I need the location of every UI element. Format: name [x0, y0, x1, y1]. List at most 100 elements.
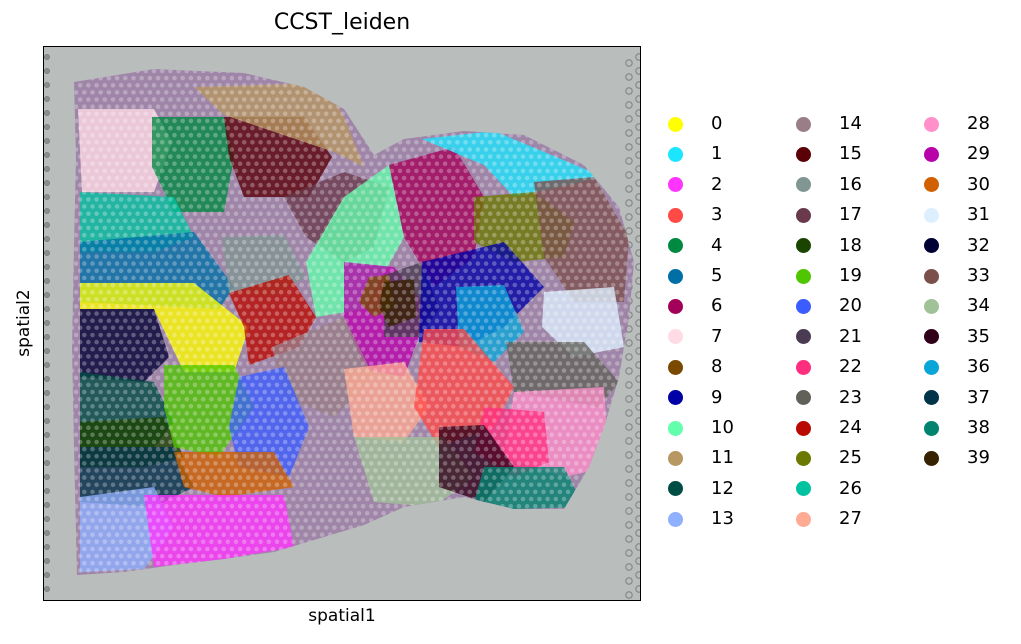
legend-item-7: 7 [668, 325, 722, 349]
cluster-region-39 [379, 279, 416, 327]
legend-label-13: 13 [711, 508, 734, 530]
legend-item-17: 17 [796, 203, 862, 227]
legend-item-15: 15 [796, 142, 862, 166]
legend-marker-21 [796, 329, 811, 345]
legend-item-1: 1 [668, 142, 722, 166]
legend-label-18: 18 [839, 234, 862, 256]
cluster-region-33 [534, 177, 629, 302]
cluster-region-32 [80, 309, 169, 382]
legend-marker-29 [924, 146, 939, 162]
legend-item-3: 3 [668, 203, 722, 227]
cluster-region-6 [389, 147, 484, 287]
legend-label-2: 2 [711, 173, 723, 195]
legend-item-0: 0 [668, 112, 722, 136]
legend-item-5: 5 [668, 264, 722, 288]
legend-item-10: 10 [668, 416, 734, 440]
legend-marker-13 [668, 511, 683, 527]
legend-marker-37 [924, 390, 939, 406]
legend-item-38: 38 [924, 416, 990, 440]
legend-item-23: 23 [796, 386, 862, 410]
legend-label-9: 9 [711, 386, 723, 408]
legend-marker-17 [796, 207, 811, 223]
legend-label-19: 19 [839, 265, 862, 286]
legend-marker-34 [924, 298, 939, 314]
legend-marker-22 [796, 359, 811, 375]
legend-item-37: 37 [924, 386, 990, 410]
legend-item-12: 12 [668, 477, 734, 501]
legend-label-12: 12 [711, 477, 734, 499]
cluster-region-27 [344, 362, 429, 442]
legend-item-2: 2 [668, 173, 722, 197]
legend-label-27: 27 [839, 508, 862, 530]
legend-label-30: 30 [967, 173, 990, 195]
legend-item-8: 8 [668, 355, 722, 379]
legend-label-1: 1 [711, 143, 723, 165]
cluster-region-4 [152, 117, 234, 212]
legend-item-28: 28 [924, 112, 990, 136]
legend-label-29: 29 [967, 143, 990, 165]
legend-item-33: 33 [924, 264, 990, 288]
legend-label-33: 33 [967, 265, 990, 286]
legend-marker-36 [924, 359, 939, 375]
legend-item-24: 24 [796, 416, 862, 440]
legend-marker-16 [796, 177, 811, 193]
legend-item-25: 25 [796, 446, 862, 470]
legend-marker-1 [668, 146, 683, 162]
legend-label-25: 25 [839, 447, 862, 469]
legend-label-23: 23 [839, 386, 862, 408]
legend-label-20: 20 [839, 295, 862, 317]
legend-item-13: 13 [668, 507, 734, 531]
legend-marker-28 [924, 116, 939, 132]
legend-marker-12 [668, 481, 683, 497]
legend-marker-6 [668, 298, 683, 314]
legend-marker-33 [924, 268, 939, 284]
legend-label-15: 15 [839, 143, 862, 165]
legend-item-31: 31 [924, 203, 990, 227]
legend-label-3: 3 [711, 204, 723, 226]
legend-label-36: 36 [967, 356, 990, 378]
legend-marker-10 [668, 420, 683, 436]
legend-item-30: 30 [924, 173, 990, 197]
plot-area [43, 46, 641, 601]
legend-marker-15 [796, 146, 811, 162]
cluster-region-0 [80, 283, 249, 372]
legend-item-34: 34 [924, 294, 990, 318]
legend-label-17: 17 [839, 204, 862, 226]
legend-label-37: 37 [967, 386, 990, 408]
legend-label-38: 38 [967, 417, 990, 438]
legend-item-4: 4 [668, 234, 722, 258]
fiducial-markers [44, 53, 640, 599]
legend-label-5: 5 [711, 265, 723, 286]
legend-item-32: 32 [924, 234, 990, 258]
legend-item-36: 36 [924, 355, 990, 379]
legend-marker-26 [796, 481, 811, 497]
cluster-region-38 [474, 467, 584, 509]
legend-item-6: 6 [668, 294, 722, 318]
legend-item-19: 19 [796, 264, 862, 288]
legend-label-10: 10 [711, 417, 734, 438]
legend-item-35: 35 [924, 325, 990, 349]
legend-label-6: 6 [711, 295, 723, 317]
legend-marker-25 [796, 450, 811, 466]
legend-item-9: 9 [668, 386, 722, 410]
legend-item-14: 14 [796, 112, 862, 136]
legend-item-16: 16 [796, 173, 862, 197]
legend-item-21: 21 [796, 325, 862, 349]
legend-label-35: 35 [967, 325, 990, 347]
legend-marker-5 [668, 268, 683, 284]
legend-marker-4 [668, 238, 683, 254]
legend-item-11: 11 [668, 446, 734, 470]
legend-marker-9 [668, 390, 683, 406]
legend-label-22: 22 [839, 356, 862, 378]
legend-label-0: 0 [711, 113, 723, 134]
cluster-region-20 [229, 367, 309, 477]
cluster-regions [78, 83, 629, 572]
legend-label-24: 24 [839, 417, 862, 438]
legend-marker-7 [668, 329, 683, 345]
legend-item-22: 22 [796, 355, 862, 379]
chart-title: CCST_leiden [273, 10, 411, 35]
legend-item-18: 18 [796, 234, 862, 258]
legend-label-21: 21 [839, 325, 862, 347]
x-axis-label: spatial1 [308, 606, 376, 626]
legend-marker-19 [796, 268, 811, 284]
